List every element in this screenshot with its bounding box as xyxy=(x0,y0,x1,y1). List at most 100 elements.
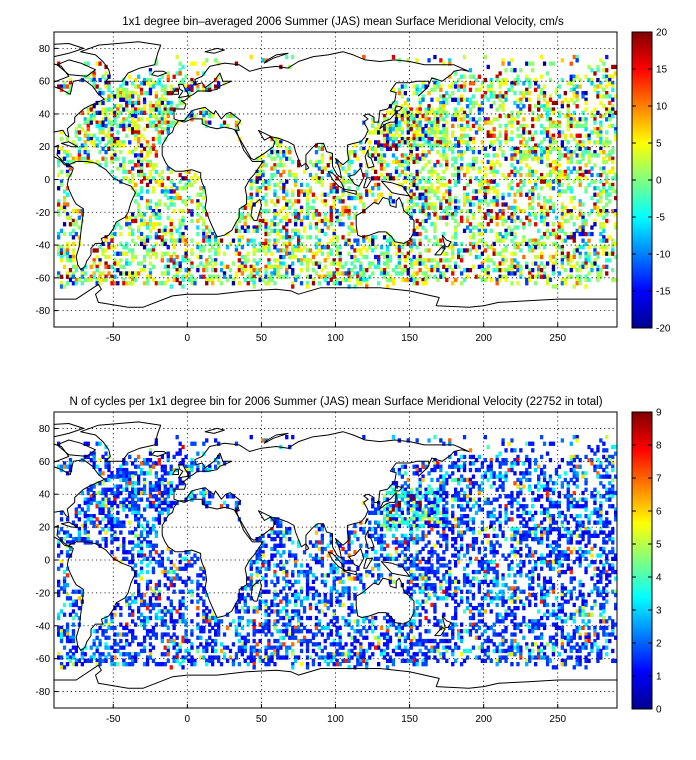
data-cell xyxy=(507,225,511,230)
data-cell xyxy=(457,77,461,83)
data-cell xyxy=(540,261,544,266)
data-cell xyxy=(510,261,514,266)
data-cell xyxy=(282,163,286,168)
data-cell xyxy=(442,169,446,174)
data-cell xyxy=(80,212,84,217)
data-cell xyxy=(196,268,200,273)
data-cell xyxy=(471,159,476,165)
data-cell xyxy=(273,238,277,243)
data-cell xyxy=(311,205,316,210)
data-cell xyxy=(415,500,419,506)
data-cell xyxy=(442,97,446,102)
data-cell xyxy=(602,143,606,148)
data-cell xyxy=(528,277,532,283)
data-cell xyxy=(474,120,479,125)
data-cell xyxy=(196,202,200,207)
data-cell xyxy=(391,435,396,440)
data-cell xyxy=(92,271,96,276)
data-cell xyxy=(246,281,250,286)
data-cell xyxy=(142,281,147,286)
data-cell xyxy=(516,500,520,506)
data-cell xyxy=(566,481,570,486)
data-cell xyxy=(596,458,600,463)
data-cell xyxy=(137,504,141,509)
data-cell xyxy=(468,81,473,86)
data-cell xyxy=(267,186,271,191)
data-cell xyxy=(184,176,188,181)
data-cell xyxy=(531,245,535,250)
data-cell xyxy=(457,117,461,122)
data-cell xyxy=(107,487,111,492)
data-cell xyxy=(460,254,464,260)
data-cell xyxy=(605,474,609,479)
data-cell xyxy=(587,238,591,243)
data-cell xyxy=(498,474,502,479)
data-cell xyxy=(285,231,289,237)
data-cell xyxy=(131,487,135,492)
data-cell xyxy=(329,212,333,217)
data-cell xyxy=(65,241,70,247)
data-cell xyxy=(240,271,244,276)
data-cell xyxy=(468,490,473,496)
data-cell xyxy=(157,500,161,506)
data-cell xyxy=(584,261,588,266)
data-cell xyxy=(157,130,161,135)
data-cell xyxy=(172,241,176,247)
data-cell xyxy=(409,113,413,119)
data-cell xyxy=(442,107,446,112)
data-cell xyxy=(134,241,138,247)
data-cell xyxy=(305,215,310,220)
data-cell xyxy=(270,271,274,276)
data-cell xyxy=(234,228,239,233)
coastline xyxy=(54,63,105,167)
data-cell xyxy=(430,97,434,102)
data-cell xyxy=(433,507,437,512)
data-cell xyxy=(267,241,271,247)
data-cell xyxy=(433,274,437,279)
data-cell xyxy=(329,156,333,161)
data-cell xyxy=(214,251,218,256)
data-cell xyxy=(540,467,544,473)
data-cell xyxy=(131,494,135,499)
data-cell xyxy=(501,100,505,106)
data-cell xyxy=(285,212,289,217)
data-cell xyxy=(516,182,520,188)
data-cell xyxy=(193,441,197,446)
data-cell xyxy=(584,497,588,502)
data-cell xyxy=(578,123,582,129)
data-cell xyxy=(59,205,64,210)
data-cell xyxy=(439,484,443,489)
data-cell xyxy=(211,235,215,240)
data-cell xyxy=(397,500,401,506)
data-cell xyxy=(151,104,156,109)
data-cell xyxy=(519,179,523,184)
data-cell xyxy=(264,271,268,276)
data-cell xyxy=(537,238,541,243)
data-cell xyxy=(480,146,484,151)
data-cell xyxy=(341,222,345,227)
data-cell xyxy=(77,123,81,129)
data-cell xyxy=(560,258,564,263)
data-cell xyxy=(430,189,434,194)
data-cell xyxy=(566,113,570,119)
data-cell xyxy=(483,172,487,178)
data-cell xyxy=(329,215,333,220)
data-cell xyxy=(178,481,182,486)
data-cell xyxy=(193,61,197,66)
data-cell xyxy=(391,123,396,129)
data-cell xyxy=(379,271,384,276)
data-cell xyxy=(181,100,185,106)
data-cell xyxy=(415,464,419,469)
data-cell xyxy=(480,238,484,243)
data-cell xyxy=(113,474,117,479)
data-cell xyxy=(510,448,514,453)
data-cell xyxy=(486,254,490,260)
data-cell xyxy=(62,156,67,161)
data-cell xyxy=(285,268,289,273)
data-cell xyxy=(537,271,541,276)
data-cell xyxy=(430,146,434,151)
data-cell xyxy=(486,64,490,70)
data-cell xyxy=(439,182,443,188)
data-cell xyxy=(95,61,99,66)
